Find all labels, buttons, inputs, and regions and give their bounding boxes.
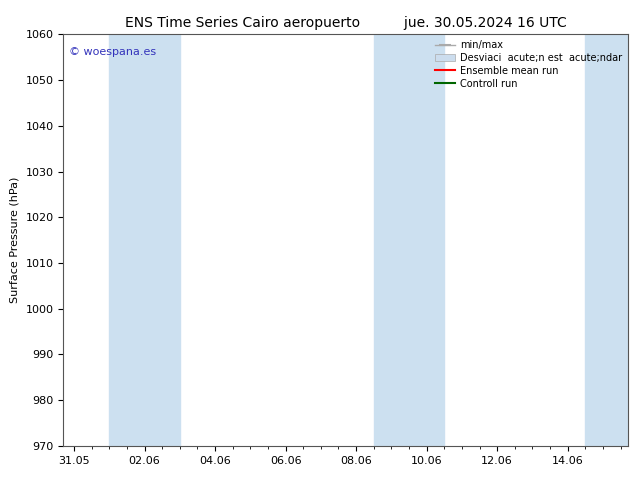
Bar (585, 34, 628, 446)
Title: ENS Time Series Cairo aeropuerto          jue. 30.05.2024 16 UTC: ENS Time Series Cairo aeropuerto jue. 30… (125, 16, 566, 30)
Bar (109, 34, 180, 446)
Text: © woespana.es: © woespana.es (69, 47, 156, 57)
Bar (374, 34, 444, 446)
Y-axis label: Surface Pressure (hPa): Surface Pressure (hPa) (10, 177, 20, 303)
Legend: min/max, Desviaci  acute;n est  acute;ndar, Ensemble mean run, Controll run: min/max, Desviaci acute;n est acute;ndar… (432, 36, 626, 93)
